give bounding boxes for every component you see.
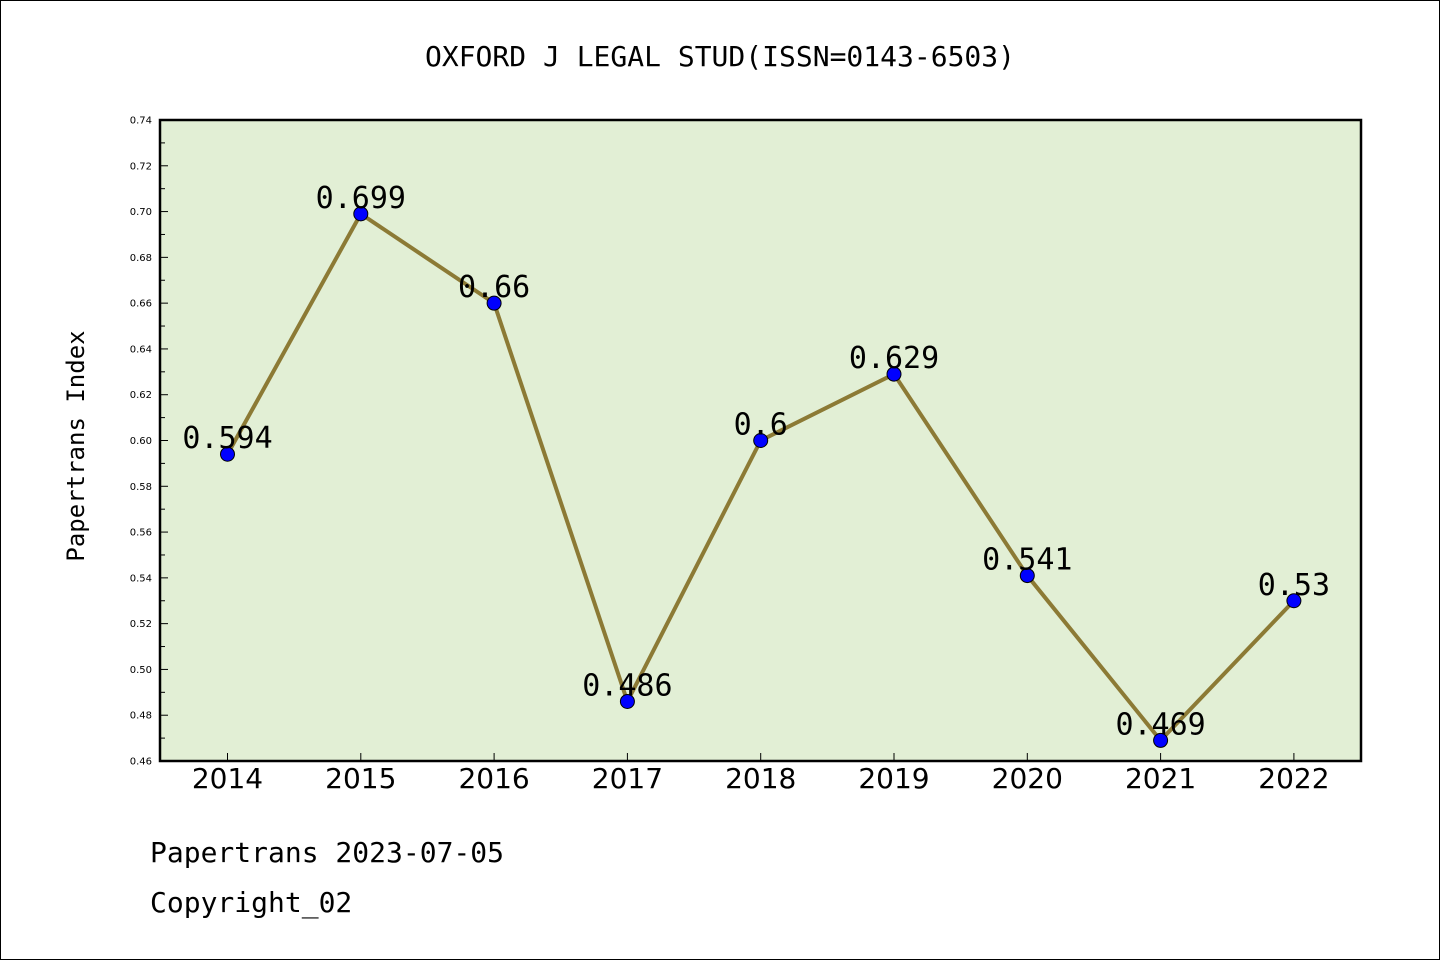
y-tick-label: 0.58 — [130, 482, 152, 493]
x-tick-label: 2019 — [858, 762, 929, 795]
data-label: 0.699 — [316, 181, 406, 216]
y-tick-label: 0.66 — [130, 299, 152, 310]
data-label: 0.469 — [1115, 707, 1205, 742]
x-axis: 2014 2015 2016 2017 2018 2019 2020 2021 2022 — [192, 753, 1330, 795]
data-point — [1019, 568, 1035, 584]
series-layer: 0.594 0.699 0.66 0.486 0.6 0.629 0.541 0.469 0.5… — [182, 181, 1330, 748]
y-tick-label: 0.48 — [130, 711, 152, 722]
y-axis: 0.46 0.48 0.50 0.52 0.54 0.56 0.58 0.60 0.62 0.64… — [130, 116, 168, 768]
data-label: 0.541 — [982, 543, 1072, 578]
data-label: 0.629 — [849, 341, 939, 376]
chart-title: OXFORD J LEGAL STUD(ISSN=0143-6503) — [425, 40, 1015, 73]
data-point — [220, 446, 235, 462]
data-label: 0.6 — [734, 408, 788, 443]
x-tick-label: 2016 — [458, 762, 529, 795]
data-label: 0.66 — [458, 270, 530, 305]
y-tick-label: 0.52 — [130, 619, 152, 630]
y-tick-label: 0.56 — [130, 528, 152, 539]
x-tick-label: 2020 — [992, 762, 1063, 795]
y-tick-label: 0.62 — [130, 390, 152, 401]
y-tick-label: 0.64 — [130, 344, 152, 355]
x-tick-label: 2014 — [192, 762, 263, 795]
y-tick-label: 0.60 — [130, 436, 152, 447]
y-axis-label: Papertrans Index — [62, 330, 90, 561]
data-point — [619, 693, 635, 709]
data-point — [1286, 593, 1302, 609]
data-point — [1153, 732, 1169, 748]
y-tick-label: 0.72 — [130, 161, 152, 172]
data-label: 0.53 — [1258, 568, 1330, 603]
data-point — [886, 366, 902, 382]
footer-copyright: Copyright_02 — [150, 886, 353, 919]
footer-source: Papertrans 2023-07-05 — [150, 836, 505, 869]
x-tick-label: 2017 — [592, 762, 663, 795]
y-tick-label: 0.54 — [130, 573, 152, 584]
y-tick-label: 0.74 — [130, 116, 152, 127]
data-label: 0.486 — [582, 668, 672, 703]
y-tick-label: 0.50 — [130, 665, 152, 676]
y-tick-label: 0.46 — [130, 757, 152, 768]
plot-border — [158, 118, 1363, 763]
data-label: 0.594 — [182, 421, 272, 456]
data-point — [353, 206, 369, 222]
data-point — [486, 295, 502, 311]
y-tick-label: 0.70 — [130, 207, 152, 218]
x-tick-label: 2021 — [1125, 762, 1196, 795]
data-point — [753, 433, 769, 448]
y-tick-label: 0.68 — [130, 253, 152, 264]
x-tick-label: 2022 — [1258, 762, 1329, 795]
x-tick-label: 2018 — [725, 762, 796, 795]
x-tick-label: 2015 — [325, 762, 396, 795]
